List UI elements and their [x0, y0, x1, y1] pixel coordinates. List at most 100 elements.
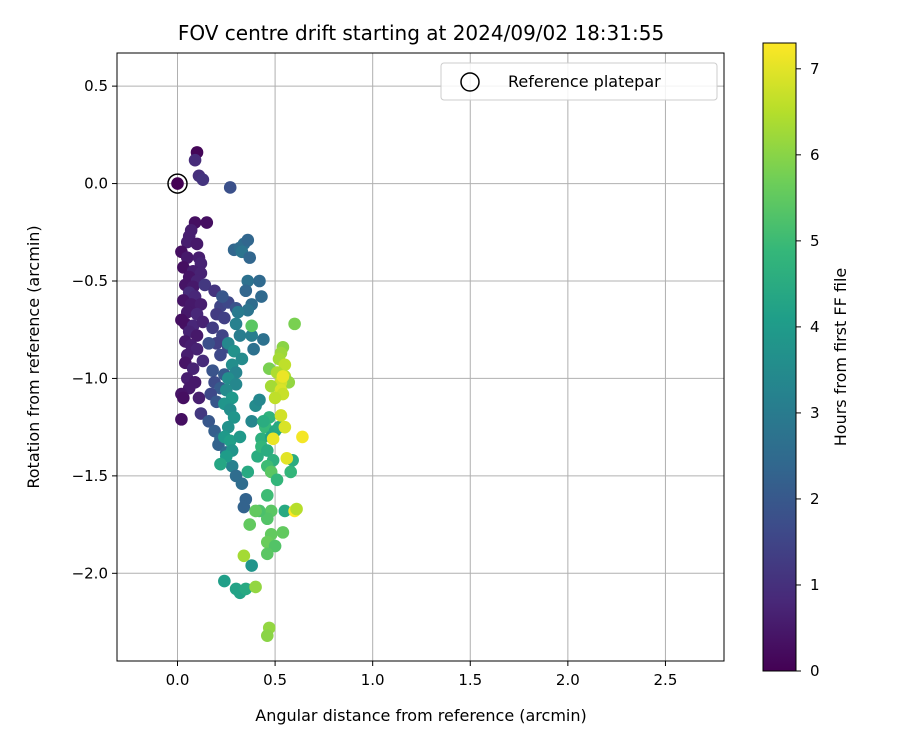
data-point: [253, 393, 266, 407]
data-point: [257, 415, 270, 428]
data-point: [243, 518, 257, 531]
data-point: [180, 235, 194, 249]
y-axis: 0.5 0.0 −0.5 −1.0 −1.5 −2.0: [72, 77, 117, 582]
data-point: [276, 370, 290, 383]
data-point: [241, 303, 255, 317]
colorbar-gradient: [763, 43, 796, 671]
data-point: [245, 559, 258, 572]
data-point: [233, 329, 247, 342]
data-point: [186, 362, 200, 375]
data-point: [206, 364, 219, 377]
data-point: [171, 177, 184, 190]
data-point: [237, 549, 251, 563]
data-point: [194, 407, 208, 420]
data-point: [249, 580, 262, 594]
data-point: [196, 354, 210, 368]
colorbar-frame: [762, 42, 797, 672]
data-point: [180, 251, 194, 264]
plot-frame: [116, 52, 725, 662]
data-point: [214, 348, 227, 362]
data-point: [241, 465, 255, 479]
x-tick-label: 0.0: [166, 671, 190, 689]
data-point: [239, 582, 253, 596]
data-point: [196, 315, 210, 329]
data-point: [290, 502, 303, 516]
data-point: [218, 311, 231, 325]
data-point: [223, 181, 237, 194]
data-point: [190, 237, 204, 251]
data-point: [202, 415, 216, 428]
data-point: [231, 305, 245, 319]
data-point: [202, 337, 216, 350]
data-point: [278, 420, 292, 434]
data-point: [198, 278, 212, 292]
data-point: [233, 430, 247, 444]
data-point: [241, 274, 255, 288]
y-tick-label: −2.0: [72, 564, 108, 582]
x-tick-label: 2.0: [556, 671, 580, 689]
y-tick-label: 0.0: [84, 175, 108, 193]
data-point: [196, 173, 210, 186]
data-point: [253, 274, 266, 288]
colorbar-tick-label: 7: [810, 60, 820, 78]
data-point: [255, 290, 268, 303]
data-point: [229, 317, 243, 331]
data-point: [278, 504, 292, 518]
data-point: [192, 391, 206, 405]
colorbar-tick-label: 6: [810, 146, 820, 164]
data-point: [278, 358, 292, 372]
data-point: [190, 329, 204, 342]
data-point: [235, 352, 249, 366]
data-point: [194, 257, 208, 270]
data-point: [194, 298, 208, 311]
data-point: [200, 216, 214, 229]
data-point: [216, 290, 229, 303]
y-tick-label: −1.5: [72, 467, 108, 485]
colorbar-tick-label: 1: [810, 576, 820, 594]
data-point: [241, 233, 255, 247]
data-point: [251, 450, 264, 463]
colorbar-tick-label: 2: [810, 490, 820, 508]
data-point: [229, 377, 243, 391]
data-point: [280, 452, 294, 465]
colorbar-tick-label: 3: [810, 404, 820, 422]
data-point: [268, 539, 282, 553]
x-axis-label: Angular distance from reference (arcmin): [255, 706, 586, 725]
y-axis-label: Rotation from reference (arcmin): [24, 225, 43, 488]
data-point: [223, 434, 237, 448]
data-point: [245, 415, 258, 428]
colorbar-tick-label: 4: [810, 318, 820, 336]
data-point: [268, 391, 282, 405]
data-point: [237, 500, 251, 514]
data-point: [221, 420, 235, 434]
data-point: [243, 251, 257, 264]
legend: Reference platepar: [440, 62, 718, 101]
x-axis: 0.0 0.5 1.0 1.5 2.0 2.5: [166, 661, 677, 689]
data-point: [264, 379, 278, 393]
data-point: [206, 321, 219, 335]
data-point: [175, 413, 188, 426]
colorbar-label: Hours from first FF file: [831, 268, 850, 447]
data-point: [225, 459, 239, 473]
colorbar-tick-label: 0: [810, 662, 820, 680]
data-point: [270, 473, 284, 487]
legend-box: [440, 62, 718, 101]
x-tick-label: 0.5: [263, 671, 287, 689]
data-point: [296, 430, 309, 444]
data-point: [276, 526, 290, 539]
data-point: [260, 547, 274, 561]
data-point: [249, 504, 262, 518]
data-point: [260, 444, 274, 457]
x-tick-label: 1.5: [458, 671, 482, 689]
data-point: [260, 489, 274, 502]
legend-reference-marker: [460, 72, 480, 92]
colorbar-tick-label: 5: [810, 232, 820, 250]
data-point: [266, 432, 280, 446]
data-point: [247, 342, 260, 356]
reference-marker: [167, 173, 188, 194]
legend-entry-reference: Reference platepar: [508, 72, 661, 91]
grid: [117, 53, 724, 661]
data-point: [260, 629, 274, 642]
data-point: [288, 317, 301, 331]
